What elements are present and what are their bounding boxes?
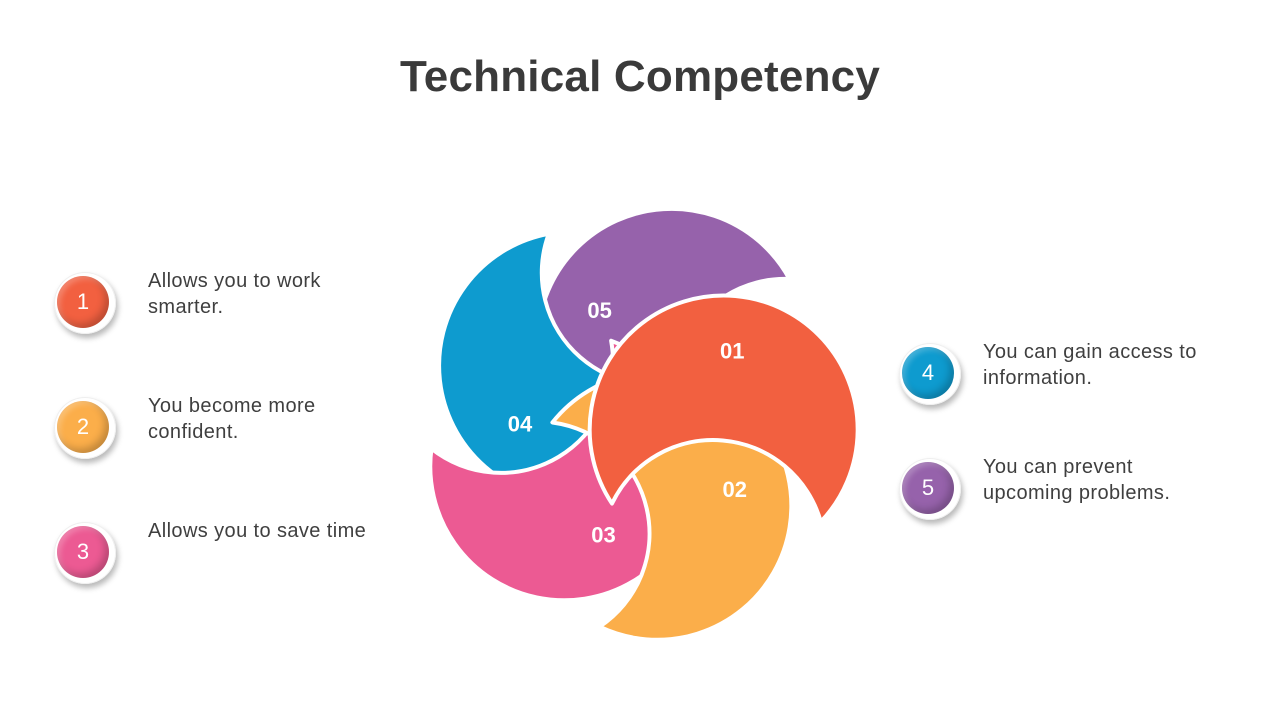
number-badge: 3 [54,522,116,584]
segment-label-01: 01 [720,339,744,364]
list-item-4: 4 You can gain access to information. [899,341,1219,423]
segment-label-02: 02 [722,477,746,502]
number-badge-inner: 3 [57,526,109,578]
segment-label-03: 03 [591,522,615,547]
item-text: Allows you to work smarter. [148,270,321,318]
number-badge: 2 [54,397,116,459]
item-text: You become more confident. [148,395,316,443]
segment-label-04: 04 [508,412,533,437]
number-badge-inner: 1 [57,276,109,328]
list-item-5: 5 You can prevent upcoming problems. [899,456,1219,538]
number-badge-inner: 4 [902,347,954,399]
segment-label-05: 05 [587,298,611,323]
list-item-3: 3 Allows you to save time [54,520,374,602]
number-badge-inner: 5 [902,462,954,514]
swirl-segment-01 [587,293,860,524]
item-text: You can gain access to information. [983,341,1197,389]
number-badge: 5 [899,458,961,520]
item-text: You can prevent upcoming problems. [983,456,1171,504]
number-badge-inner: 2 [57,401,109,453]
number-badge: 1 [54,272,116,334]
page-title: Technical Competency [400,52,880,101]
list-item-2: 2 You become more confident. [54,395,374,477]
list-item-1: 1 Allows you to work smarter. [54,270,374,352]
item-text: Allows you to save time [148,520,367,542]
number-badge: 4 [899,343,961,405]
swirl-diagram: 01 02 03 04 05 [428,206,860,642]
